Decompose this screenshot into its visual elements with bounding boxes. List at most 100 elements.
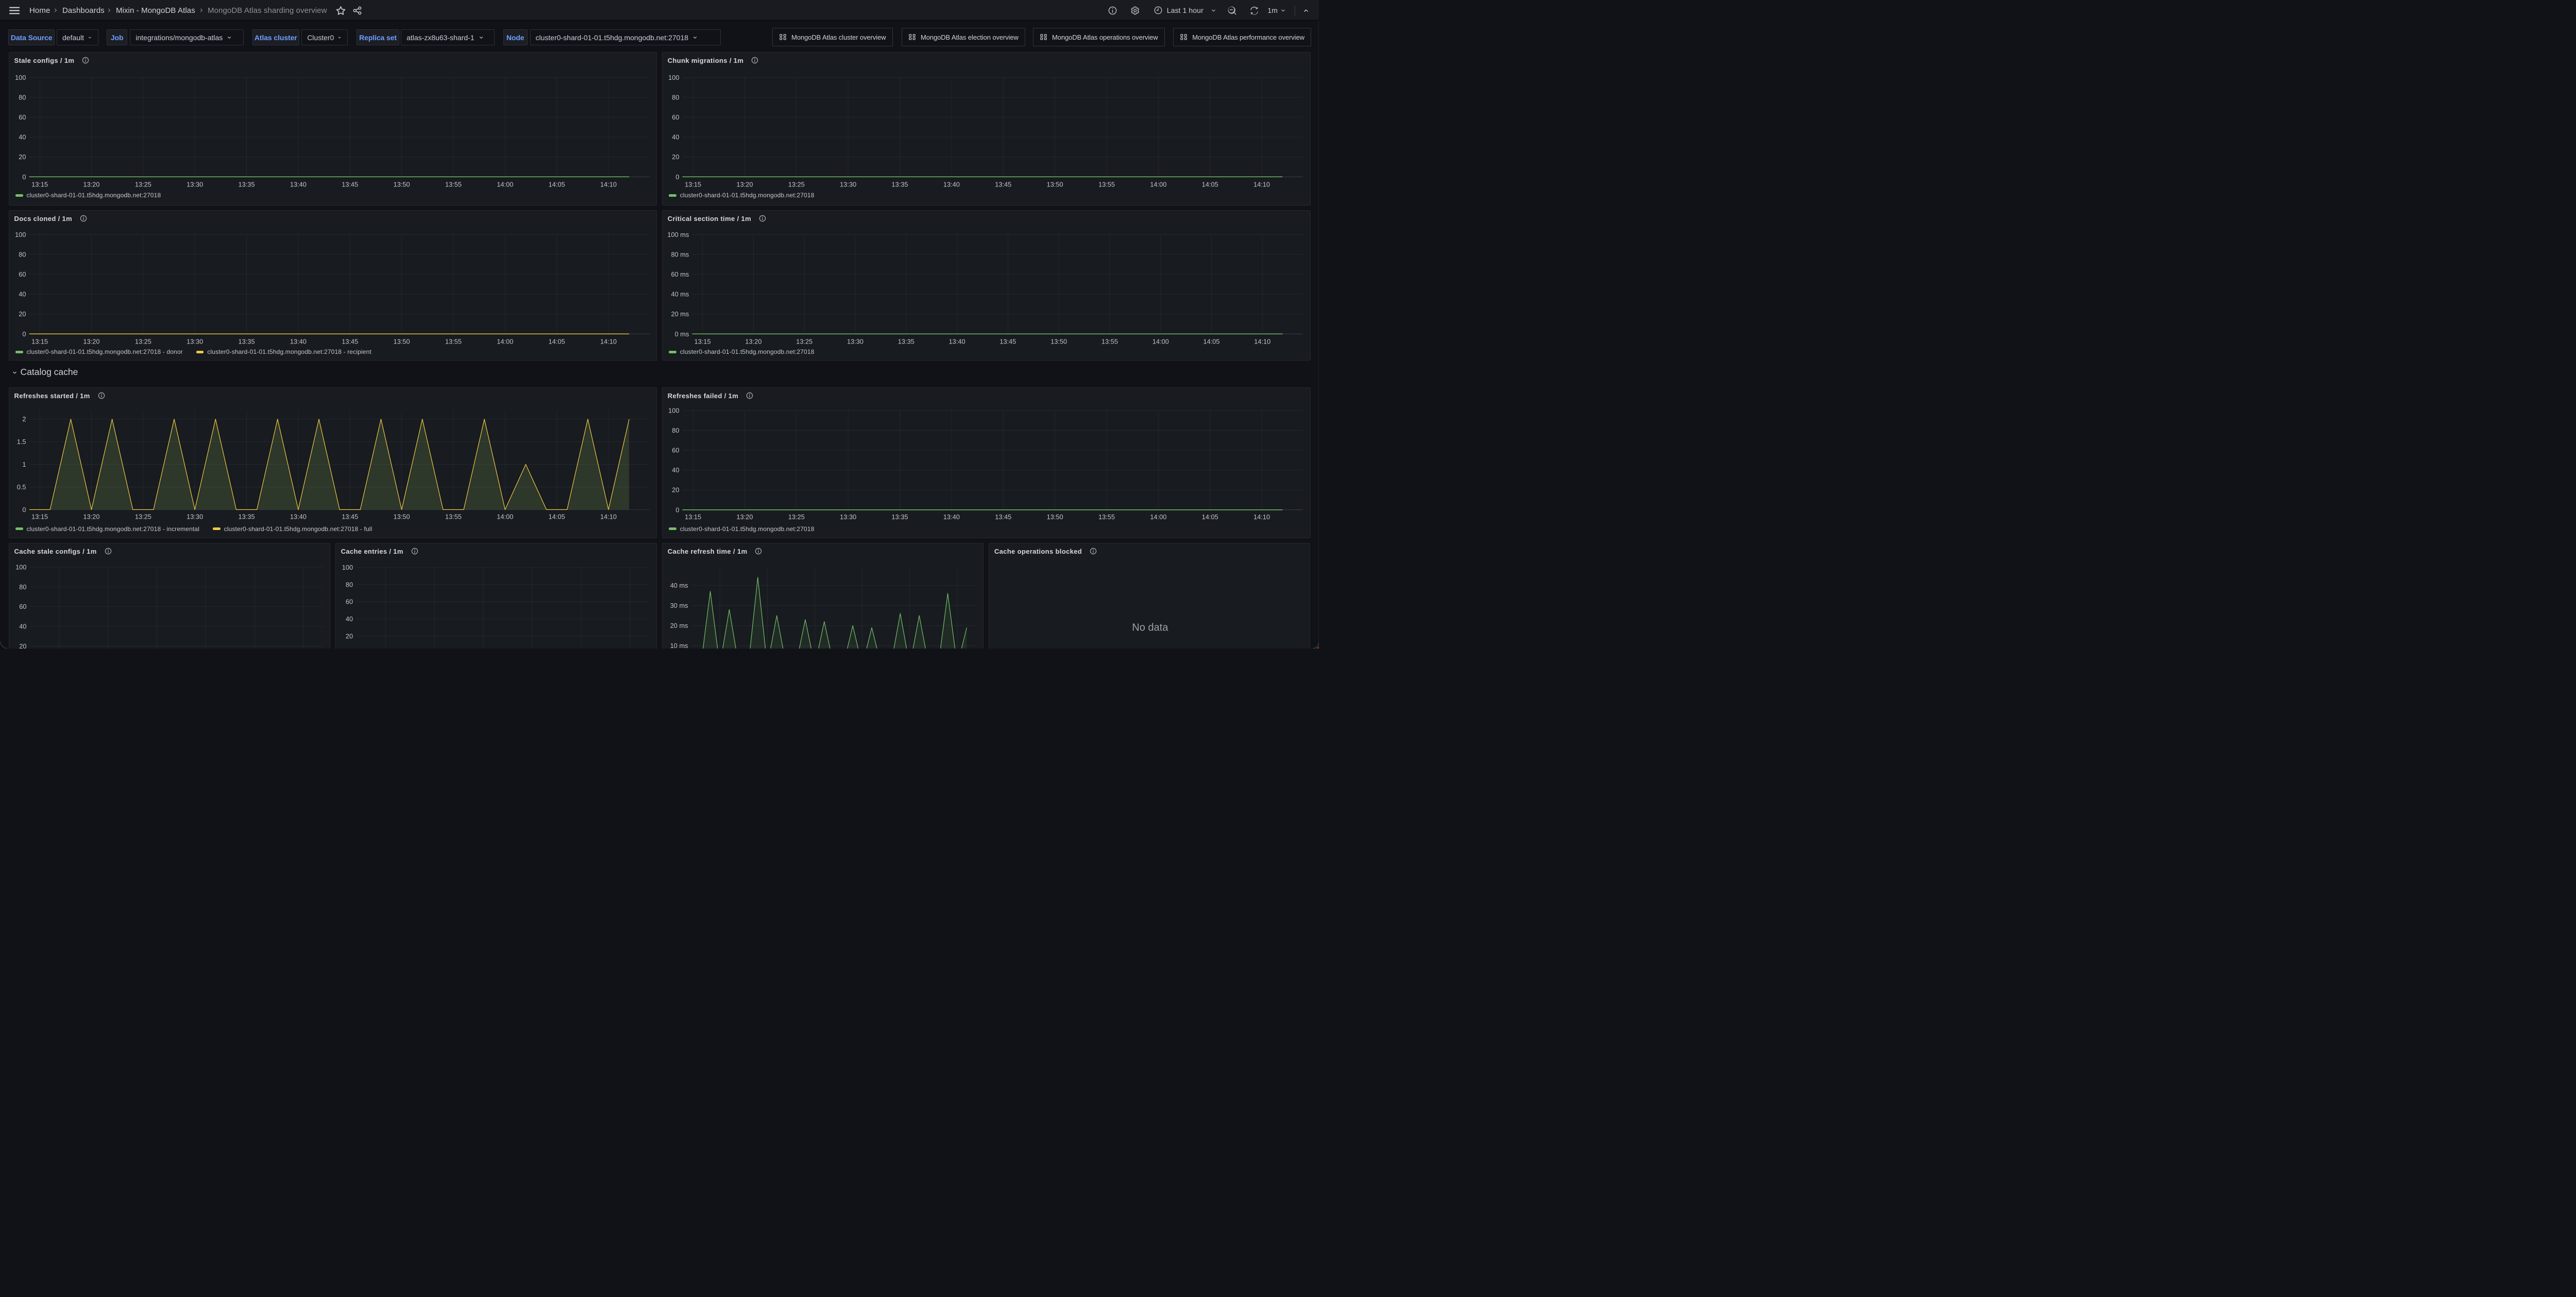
svg-text:40: 40 xyxy=(672,133,679,141)
svg-text:13:50: 13:50 xyxy=(393,513,410,521)
svg-text:1: 1 xyxy=(22,460,26,468)
svg-text:13:35: 13:35 xyxy=(891,513,908,521)
svg-text:14:10: 14:10 xyxy=(600,180,617,188)
svg-text:13:25: 13:25 xyxy=(788,513,805,521)
svg-text:13:15: 13:15 xyxy=(685,180,701,188)
svg-text:0: 0 xyxy=(22,173,26,181)
svg-text:13:20: 13:20 xyxy=(83,337,99,345)
svg-text:20 ms: 20 ms xyxy=(670,622,688,629)
svg-text:13:15: 13:15 xyxy=(31,337,48,345)
svg-text:10 ms: 10 ms xyxy=(670,642,688,648)
svg-text:13:30: 13:30 xyxy=(187,513,203,521)
svg-text:0: 0 xyxy=(22,330,26,338)
svg-text:13:40: 13:40 xyxy=(948,337,965,345)
svg-text:13:55: 13:55 xyxy=(445,513,461,521)
svg-text:13:25: 13:25 xyxy=(796,337,812,345)
svg-text:14:10: 14:10 xyxy=(1253,513,1270,521)
svg-text:13:40: 13:40 xyxy=(290,180,306,188)
svg-text:14:00: 14:00 xyxy=(1150,180,1166,188)
svg-text:100: 100 xyxy=(15,231,26,238)
svg-text:13:55: 13:55 xyxy=(1098,513,1115,521)
svg-text:20: 20 xyxy=(672,153,679,161)
svg-text:13:25: 13:25 xyxy=(134,337,151,345)
svg-text:13:50: 13:50 xyxy=(393,180,410,188)
svg-text:40: 40 xyxy=(19,623,26,630)
svg-text:13:55: 13:55 xyxy=(1098,180,1115,188)
svg-text:13:45: 13:45 xyxy=(995,513,1011,521)
svg-text:80: 80 xyxy=(672,94,679,101)
svg-text:13:20: 13:20 xyxy=(83,180,99,188)
svg-text:13:45: 13:45 xyxy=(995,180,1011,188)
svg-text:13:30: 13:30 xyxy=(840,180,856,188)
svg-text:13:20: 13:20 xyxy=(736,513,753,521)
svg-text:0.5: 0.5 xyxy=(16,483,26,491)
svg-text:60: 60 xyxy=(19,603,26,610)
svg-text:13:50: 13:50 xyxy=(1046,513,1063,521)
svg-text:13:50: 13:50 xyxy=(1050,337,1067,345)
svg-text:40: 40 xyxy=(672,466,679,474)
svg-text:13:15: 13:15 xyxy=(685,513,701,521)
svg-text:13:35: 13:35 xyxy=(238,513,255,521)
svg-text:14:05: 14:05 xyxy=(548,337,565,345)
svg-text:20: 20 xyxy=(19,310,26,318)
svg-text:14:00: 14:00 xyxy=(1152,337,1168,345)
svg-text:80: 80 xyxy=(19,583,26,591)
svg-text:1.5: 1.5 xyxy=(16,438,26,446)
svg-text:13:35: 13:35 xyxy=(898,337,914,345)
svg-text:100 ms: 100 ms xyxy=(667,231,689,238)
svg-text:13:55: 13:55 xyxy=(445,180,461,188)
svg-text:60: 60 xyxy=(672,447,679,454)
svg-text:13:15: 13:15 xyxy=(31,513,48,521)
svg-text:14:05: 14:05 xyxy=(1201,180,1218,188)
svg-text:13:50: 13:50 xyxy=(393,337,410,345)
svg-text:20: 20 xyxy=(346,632,353,640)
svg-text:60: 60 xyxy=(19,113,26,121)
svg-text:20: 20 xyxy=(19,153,26,161)
svg-text:14:05: 14:05 xyxy=(548,513,565,521)
svg-text:40 ms: 40 ms xyxy=(671,291,689,298)
svg-text:40: 40 xyxy=(19,133,26,141)
svg-text:14:10: 14:10 xyxy=(1253,180,1270,188)
svg-text:20: 20 xyxy=(19,642,26,648)
svg-text:60: 60 xyxy=(672,113,679,121)
svg-text:13:30: 13:30 xyxy=(847,337,863,345)
svg-text:13:20: 13:20 xyxy=(736,180,753,188)
svg-text:14:00: 14:00 xyxy=(497,180,513,188)
svg-text:20 ms: 20 ms xyxy=(671,310,689,318)
svg-text:30 ms: 30 ms xyxy=(670,602,688,609)
svg-text:13:40: 13:40 xyxy=(943,513,960,521)
svg-text:13:35: 13:35 xyxy=(238,180,255,188)
svg-text:40: 40 xyxy=(346,615,353,623)
svg-text:14:05: 14:05 xyxy=(1201,513,1218,521)
svg-text:13:40: 13:40 xyxy=(290,337,306,345)
svg-text:14:05: 14:05 xyxy=(1203,337,1219,345)
svg-text:No data: No data xyxy=(1132,622,1168,634)
svg-text:14:10: 14:10 xyxy=(1254,337,1270,345)
svg-text:13:45: 13:45 xyxy=(342,337,358,345)
svg-text:0: 0 xyxy=(675,506,679,514)
svg-text:13:40: 13:40 xyxy=(290,513,306,521)
svg-text:2: 2 xyxy=(22,415,26,423)
svg-text:13:50: 13:50 xyxy=(1046,180,1063,188)
svg-text:80: 80 xyxy=(672,426,679,434)
svg-text:60: 60 xyxy=(346,598,353,606)
svg-text:100: 100 xyxy=(342,564,352,571)
svg-text:100: 100 xyxy=(668,407,679,415)
svg-text:13:25: 13:25 xyxy=(788,180,805,188)
svg-text:13:15: 13:15 xyxy=(31,180,48,188)
svg-text:13:55: 13:55 xyxy=(445,337,461,345)
svg-text:60: 60 xyxy=(19,270,26,278)
svg-text:0: 0 xyxy=(22,506,26,514)
svg-text:14:00: 14:00 xyxy=(497,513,513,521)
svg-text:13:30: 13:30 xyxy=(840,513,856,521)
svg-text:14:10: 14:10 xyxy=(600,513,617,521)
svg-text:13:45: 13:45 xyxy=(999,337,1016,345)
svg-text:13:45: 13:45 xyxy=(342,513,358,521)
svg-text:13:55: 13:55 xyxy=(1101,337,1118,345)
svg-text:0 ms: 0 ms xyxy=(674,330,689,338)
svg-text:80 ms: 80 ms xyxy=(671,251,689,259)
svg-text:14:00: 14:00 xyxy=(1150,513,1166,521)
svg-text:13:30: 13:30 xyxy=(187,337,203,345)
svg-text:80: 80 xyxy=(19,251,26,259)
svg-text:13:25: 13:25 xyxy=(134,513,151,521)
